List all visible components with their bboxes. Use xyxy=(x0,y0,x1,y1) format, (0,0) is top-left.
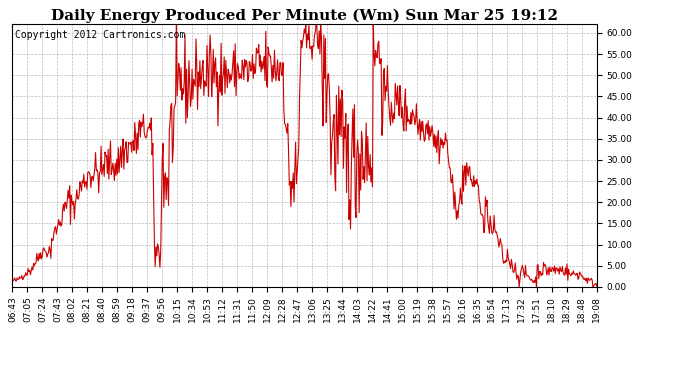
Title: Daily Energy Produced Per Minute (Wm) Sun Mar 25 19:12: Daily Energy Produced Per Minute (Wm) Su… xyxy=(51,9,558,23)
Text: Copyright 2012 Cartronics.com: Copyright 2012 Cartronics.com xyxy=(15,30,186,40)
